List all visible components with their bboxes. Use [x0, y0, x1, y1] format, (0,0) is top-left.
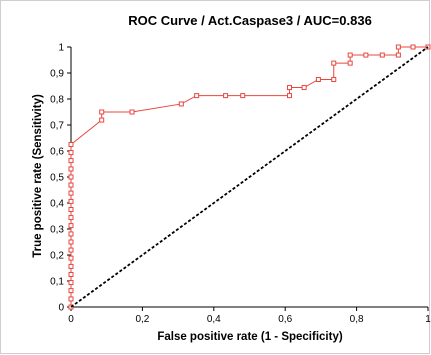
y-tick-label: 0,9 — [50, 69, 64, 80]
roc-point — [286, 85, 292, 91]
roc-point — [301, 85, 307, 91]
roc-point — [129, 109, 135, 115]
roc-point — [68, 166, 74, 172]
roc-point — [223, 93, 229, 99]
roc-point — [68, 280, 74, 286]
y-tick-label: 0,5 — [50, 173, 64, 184]
roc-point — [347, 60, 353, 66]
roc-point — [68, 231, 74, 237]
plot-area: 0 0,1 0,2 0,3 0,4 0,5 0,6 0,7 0,8 0,9 1 0 0,2 0,4 0,6 0… — [50, 43, 431, 326]
roc-point — [240, 93, 246, 99]
y-tick-label: 0,1 — [50, 277, 64, 288]
roc-point — [68, 239, 74, 245]
roc-point — [395, 52, 401, 58]
y-tick-label: 1 — [58, 43, 64, 54]
y-tick-label: 0,8 — [50, 95, 64, 106]
x-tick-label: 0,4 — [207, 314, 221, 325]
roc-point — [68, 207, 74, 212]
roc-point — [363, 52, 369, 58]
y-tick-label: 0,6 — [50, 147, 64, 158]
roc-point — [315, 77, 321, 82]
roc-point — [331, 60, 337, 66]
roc-point — [68, 255, 74, 261]
y-tick-label: 0 — [58, 303, 64, 314]
roc-point — [68, 288, 74, 294]
x-tick-label: 0,6 — [278, 314, 292, 325]
roc-point — [194, 93, 200, 99]
x-tick-label: 0 — [68, 314, 74, 325]
y-axis-label: True positive rate (Sensitivity) — [32, 94, 44, 258]
roc-point — [68, 296, 74, 302]
roc-point — [379, 52, 385, 58]
y-tick-label: 0,7 — [50, 121, 64, 132]
x-tick-label: 0,8 — [350, 314, 364, 325]
y-tick-label: 0,4 — [50, 199, 64, 210]
roc-point — [331, 77, 337, 82]
roc-point — [99, 109, 105, 115]
roc-point — [68, 158, 74, 164]
roc-point — [68, 174, 74, 180]
chart-title: ROC Curve / Act.Caspase3 / AUC=0.836 — [128, 13, 372, 28]
roc-point — [68, 190, 74, 196]
roc-point — [68, 272, 74, 277]
roc-point — [347, 52, 353, 58]
roc-point — [410, 44, 416, 50]
roc-point — [68, 247, 74, 253]
random-classifier-line — [70, 46, 429, 308]
roc-point — [68, 223, 74, 229]
y-tick-label: 0,2 — [50, 251, 64, 262]
roc-point — [395, 44, 401, 50]
roc-point — [68, 215, 74, 221]
roc-point — [99, 117, 105, 123]
roc-point — [68, 263, 74, 269]
roc-point — [178, 101, 184, 107]
x-axis-label: False positive rate (1 - Specificity) — [157, 331, 343, 343]
x-tick-label: 0,2 — [135, 314, 149, 325]
roc-point — [68, 142, 74, 147]
roc-point — [68, 198, 74, 204]
x-tick-label: 1 — [425, 314, 431, 325]
roc-point — [68, 182, 74, 188]
y-tick-label: 0,3 — [50, 225, 64, 236]
roc-point — [286, 93, 292, 99]
roc-point — [68, 150, 74, 156]
